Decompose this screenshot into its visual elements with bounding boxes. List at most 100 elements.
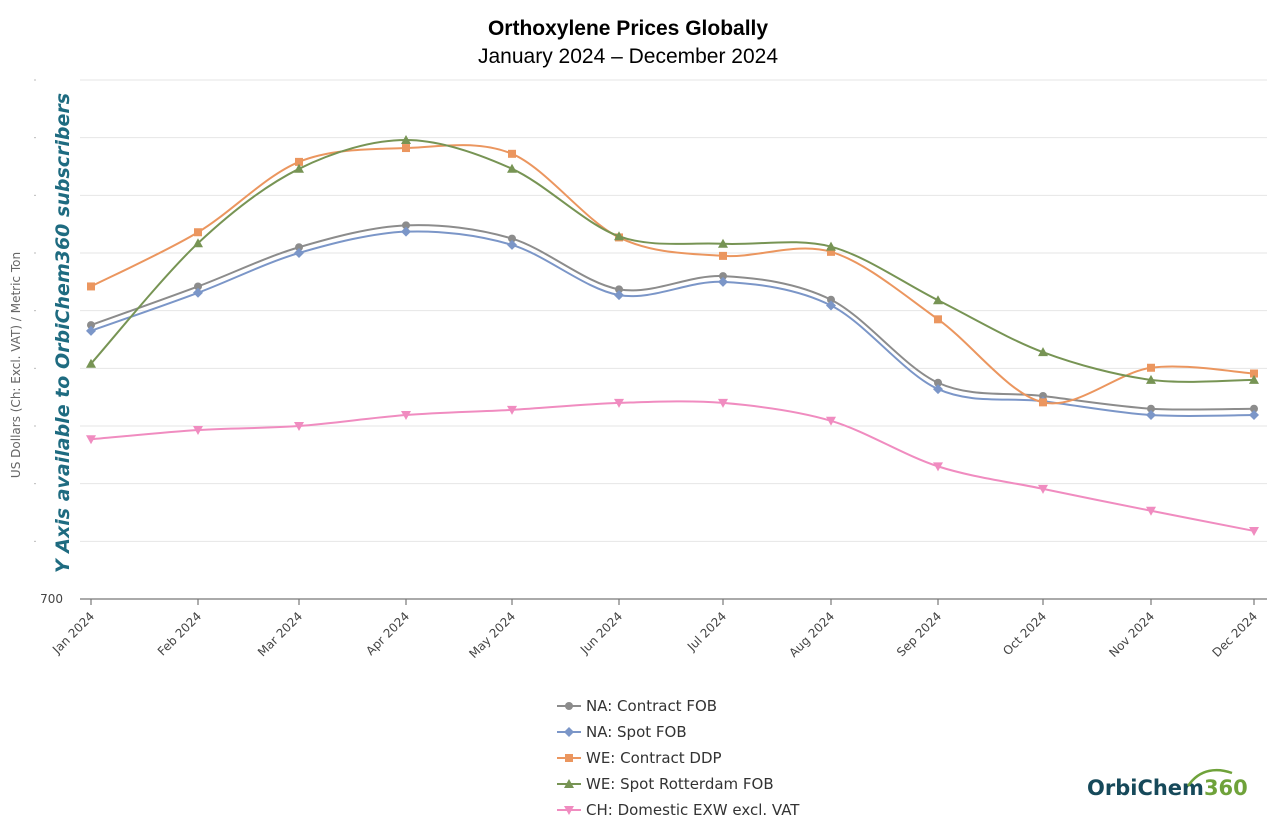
legend-item[interactable]: NA: Contract FOB [557, 697, 717, 715]
data-point[interactable] [295, 243, 303, 252]
data-point[interactable] [934, 378, 942, 387]
data-point[interactable] [718, 276, 728, 287]
legend-marker-icon [564, 806, 574, 815]
legend-marker-icon [564, 727, 574, 737]
data-point[interactable] [294, 422, 304, 431]
data-point[interactable] [294, 163, 304, 173]
y-tick-mark [34, 367, 36, 369]
chart-title: Orthoxylene Prices Globally [488, 17, 768, 40]
x-tick-label: May 2024 [466, 609, 518, 661]
data-point[interactable] [826, 416, 836, 426]
data-point[interactable] [402, 144, 410, 153]
legend-item[interactable]: NA: Spot FOB [557, 723, 687, 741]
data-point[interactable] [294, 248, 304, 258]
legend-label: CH: Domestic EXW excl. VAT [586, 801, 800, 819]
y-tick-mark [34, 483, 36, 485]
data-point[interactable] [1038, 484, 1048, 494]
data-point[interactable] [1250, 369, 1258, 378]
legend-label: WE: Spot Rotterdam FOB [586, 775, 774, 793]
data-point[interactable] [86, 358, 96, 368]
x-tick-label: Nov 2024 [1106, 609, 1157, 660]
legend-item[interactable]: WE: Contract DDP [557, 749, 722, 767]
y-tick-label: 700 [40, 592, 63, 606]
orbichem360-logo: OrbiChem360 [1087, 768, 1248, 800]
data-point[interactable] [719, 251, 727, 260]
legend-marker-icon [565, 754, 573, 762]
data-point[interactable] [193, 426, 203, 436]
data-point[interactable] [295, 157, 303, 166]
data-point[interactable] [401, 134, 411, 144]
x-tick-label: Oct 2024 [1000, 609, 1049, 658]
data-point[interactable] [1038, 347, 1048, 357]
data-point[interactable] [402, 221, 410, 230]
data-point[interactable] [87, 321, 95, 330]
x-tick-label: Jul 2024 [684, 609, 729, 654]
data-point[interactable] [933, 384, 943, 395]
data-point[interactable] [507, 239, 517, 250]
data-point[interactable] [1147, 404, 1155, 413]
y-tick-mark [34, 252, 36, 254]
y-tick-mark [34, 79, 36, 81]
series-line [90, 224, 1255, 411]
data-point[interactable] [86, 325, 96, 336]
legend-label: WE: Contract DDP [586, 749, 722, 767]
data-point[interactable] [827, 247, 835, 256]
data-point[interactable] [1250, 404, 1258, 413]
x-tick-label: Feb 2024 [155, 609, 204, 658]
logo-text-orbichem: OrbiChem [1087, 776, 1204, 800]
data-point[interactable] [934, 315, 942, 324]
data-point[interactable] [1249, 410, 1259, 421]
x-tick-label: Aug 2024 [786, 609, 837, 660]
data-point[interactable] [508, 149, 516, 158]
data-point[interactable] [193, 238, 203, 248]
data-point[interactable] [1249, 374, 1259, 384]
data-point[interactable] [614, 290, 624, 301]
data-point[interactable] [1039, 398, 1047, 407]
legend-item[interactable]: CH: Domestic EXW excl. VAT [557, 801, 800, 819]
data-point[interactable] [827, 295, 835, 304]
legend-label: NA: Contract FOB [586, 697, 717, 715]
data-point[interactable] [1146, 374, 1156, 384]
x-tick-label: Mar 2024 [255, 609, 305, 659]
y-axis-label: US Dollars (Ch: Excl. VAT) / Metric Ton [9, 252, 23, 478]
data-point[interactable] [718, 238, 728, 248]
logo-swoosh-icon [1186, 768, 1233, 787]
legend-label: NA: Spot FOB [586, 723, 687, 741]
data-point[interactable] [1147, 363, 1155, 372]
series-line [90, 138, 1255, 383]
y-tick-mark [34, 540, 36, 542]
data-point[interactable] [615, 285, 623, 294]
data-point[interactable] [1249, 526, 1259, 536]
data-point[interactable] [614, 231, 624, 241]
data-point[interactable] [507, 163, 517, 173]
data-point[interactable] [401, 226, 411, 237]
data-point[interactable] [507, 405, 517, 415]
data-point[interactable] [719, 272, 727, 281]
data-point[interactable] [86, 435, 96, 445]
data-point[interactable] [401, 411, 411, 421]
data-point[interactable] [933, 295, 943, 305]
x-tick-label: Jun 2024 [577, 609, 625, 657]
legend-marker-icon [565, 702, 573, 710]
series-we-contract-ddp [87, 144, 1258, 407]
data-point[interactable] [933, 462, 943, 472]
data-point[interactable] [194, 228, 202, 237]
data-point[interactable] [826, 300, 836, 311]
series-we-spot-rotterdam-fob [86, 134, 1259, 384]
data-point[interactable] [718, 398, 728, 408]
legend-item[interactable]: WE: Spot Rotterdam FOB [557, 775, 774, 793]
data-point[interactable] [508, 234, 516, 243]
series-layer [86, 134, 1259, 536]
data-point[interactable] [826, 241, 836, 251]
data-point[interactable] [1039, 392, 1047, 401]
data-point[interactable] [87, 282, 95, 291]
x-tick-label: Apr 2024 [363, 609, 412, 658]
data-point[interactable] [193, 287, 203, 298]
data-point[interactable] [194, 282, 202, 291]
data-point[interactable] [614, 398, 624, 408]
legend[interactable]: NA: Contract FOB NA: Spot FOB WE: Contract… [557, 697, 800, 819]
x-tick-label: Jan 2024 [49, 609, 97, 657]
data-point[interactable] [1146, 506, 1156, 516]
data-point[interactable] [1146, 410, 1156, 421]
